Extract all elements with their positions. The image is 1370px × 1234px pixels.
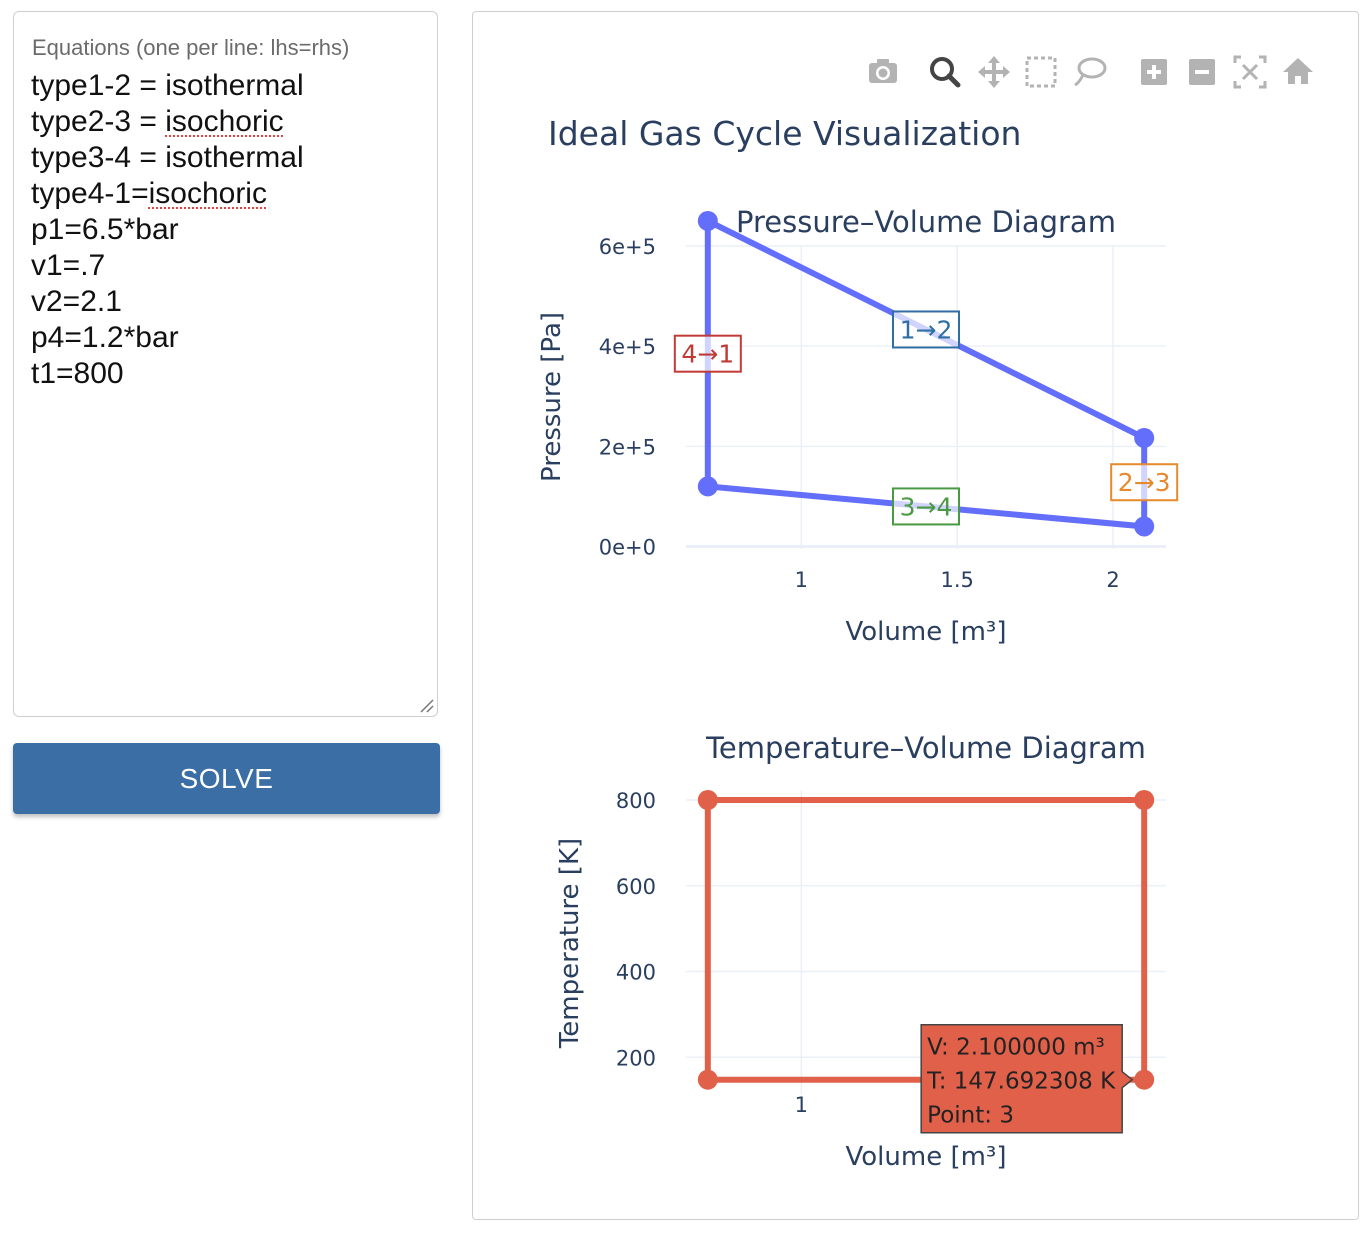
equation-line: t1=800 xyxy=(31,356,304,392)
reset-axes-icon[interactable] xyxy=(1280,54,1316,90)
state-point[interactable] xyxy=(697,790,718,811)
x-axis-label: Volume [m³] xyxy=(845,617,1006,647)
equation-line: type2-3 = isochoric xyxy=(31,104,304,140)
solve-button[interactable]: SOLVE xyxy=(13,743,440,814)
zoom-icon[interactable] xyxy=(927,54,963,90)
svg-text:2→3: 2→3 xyxy=(1118,468,1171,497)
x-tick-label: 1 xyxy=(795,1093,808,1117)
state-point[interactable] xyxy=(1134,516,1155,537)
state-point[interactable] xyxy=(697,476,718,497)
state-point[interactable] xyxy=(697,210,718,231)
equation-text: type3-4 = xyxy=(31,141,166,174)
equations-textarea[interactable]: Equations (one per line: lhs=rhs) type1-… xyxy=(13,11,438,717)
equation-line: p1=6.5*bar xyxy=(31,212,304,248)
y-tick-label: 200 xyxy=(616,1046,656,1070)
y-axis-label: Pressure [Pa] xyxy=(537,312,567,482)
chart-title: Temperature–Volume Diagram xyxy=(705,731,1146,765)
lasso-select-icon[interactable] xyxy=(1072,54,1108,90)
y-tick-label: 2e+5 xyxy=(599,435,656,459)
y-tick-label: 0e+0 xyxy=(599,535,656,559)
svg-text:1→2: 1→2 xyxy=(900,315,953,344)
equation-value: isochoric xyxy=(165,105,284,138)
equation-line: type3-4 = isothermal xyxy=(31,140,304,176)
equation-line: p4=1.2*bar xyxy=(31,320,304,356)
x-tick-label: 1.5 xyxy=(940,568,973,592)
y-tick-label: 600 xyxy=(616,875,656,899)
equation-text: v1=.7 xyxy=(31,249,106,282)
figure-title: Ideal Gas Cycle Visualization xyxy=(548,114,1021,153)
y-axis-label: Temperature [K] xyxy=(555,838,585,1049)
plot-panel: Ideal Gas Cycle Visualization Pressure–V… xyxy=(472,11,1359,1220)
equations-label: Equations (one per line: lhs=rhs) xyxy=(32,35,350,60)
equation-value: isothermal xyxy=(165,141,304,174)
equation-line: type4-1=isochoric xyxy=(31,176,304,212)
zoom-in-icon[interactable] xyxy=(1136,54,1172,90)
state-point[interactable] xyxy=(1134,790,1155,811)
equation-text: v2=2.1 xyxy=(31,285,122,318)
y-tick-label: 800 xyxy=(616,789,656,813)
box-select-icon[interactable] xyxy=(1023,54,1059,90)
camera-icon[interactable] xyxy=(865,54,901,90)
equation-line: v1=.7 xyxy=(31,248,304,284)
process-label: 4→1 xyxy=(673,334,742,373)
tooltip-line: Point: 3 xyxy=(927,1103,1014,1129)
equations-text[interactable]: type1-2 = isothermal type2-3 = isochoric t… xyxy=(31,68,304,392)
hover-tooltip: V: 2.100000 m³ T: 147.692308 K Point: 3 xyxy=(920,1023,1134,1134)
equation-line: type1-2 = isothermal xyxy=(31,68,304,104)
equation-text: type2-3 = xyxy=(31,105,166,138)
chart-title: Pressure–Volume Diagram xyxy=(736,205,1116,239)
equation-text: type1-2 = xyxy=(31,69,166,102)
x-tick-label: 2 xyxy=(1106,568,1119,592)
y-tick-label: 6e+5 xyxy=(599,235,656,259)
process-label: 2→3 xyxy=(1110,463,1179,502)
tooltip-line: V: 2.100000 m³ xyxy=(927,1035,1105,1061)
equation-text: p1=6.5*bar xyxy=(31,213,179,246)
equation-text: p4=1.2*bar xyxy=(31,321,179,354)
modebar xyxy=(865,54,1316,90)
cycle-line xyxy=(704,217,1148,530)
state-point[interactable] xyxy=(697,1069,718,1090)
equation-text: t1=800 xyxy=(31,357,124,390)
equation-line: v2=2.1 xyxy=(31,284,304,320)
y-tick-label: 4e+5 xyxy=(599,335,656,359)
state-point[interactable] xyxy=(1134,1069,1155,1090)
x-axis-label: Volume [m³] xyxy=(845,1142,1006,1172)
svg-text:3→4: 3→4 xyxy=(900,492,953,521)
zoom-out-icon[interactable] xyxy=(1184,54,1220,90)
autoscale-icon[interactable] xyxy=(1232,54,1268,90)
y-tick-label: 400 xyxy=(616,961,656,985)
svg-text:4→1: 4→1 xyxy=(681,340,734,369)
equation-value: isothermal xyxy=(165,69,304,102)
x-tick-label: 1 xyxy=(795,568,808,592)
pan-icon[interactable] xyxy=(976,54,1012,90)
tooltip-line: T: 147.692308 K xyxy=(926,1069,1116,1095)
tv-chart[interactable]: Temperature–Volume Diagram Volume [m³] Tem… xyxy=(555,731,1166,1172)
process-label: 3→4 xyxy=(892,487,960,526)
resize-handle-icon[interactable] xyxy=(417,696,435,714)
plot-figure[interactable]: Ideal Gas Cycle Visualization Pressure–V… xyxy=(473,12,1358,1219)
pv-chart[interactable]: Pressure–Volume Diagram Volume [m³] Pressu… xyxy=(537,205,1179,647)
equation-text: type4-1= xyxy=(31,177,149,210)
process-label: 1→2 xyxy=(892,310,960,349)
state-point[interactable] xyxy=(1134,427,1155,448)
equation-value: isochoric xyxy=(148,177,267,210)
